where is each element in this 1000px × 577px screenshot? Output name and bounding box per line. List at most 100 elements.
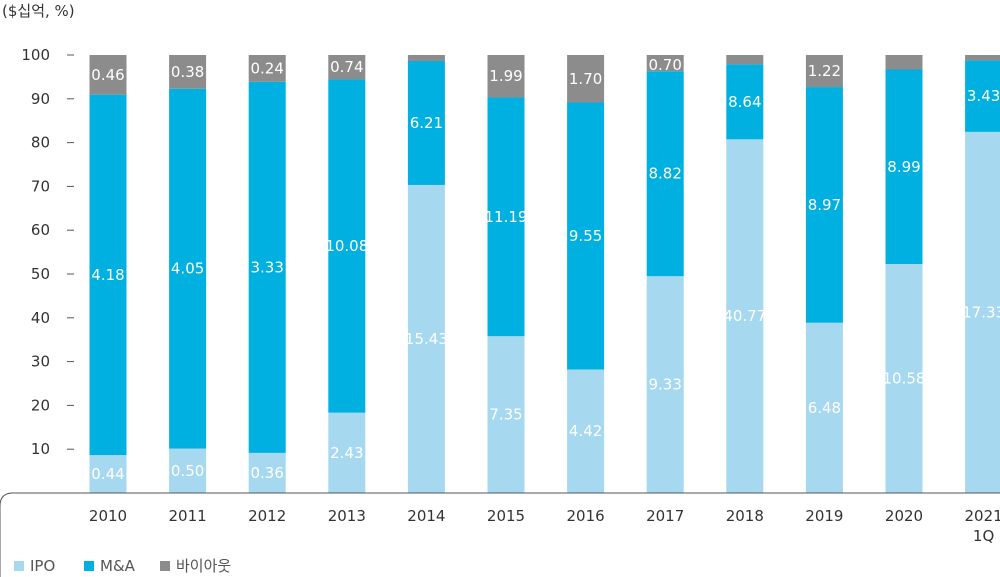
- bar-segment: [805, 322, 843, 493]
- data-label: 15.43: [405, 330, 448, 348]
- bar-stack: 40.77 8.64 1.08: [723, 39, 766, 493]
- bar-segment: [169, 55, 207, 89]
- bar-stack: 4.42 9.55 1.70: [567, 55, 605, 493]
- bar-segment: [726, 64, 764, 140]
- bar-segment: [965, 131, 1000, 493]
- data-label: 1.70: [569, 70, 602, 88]
- legend-label: M&A: [100, 557, 136, 575]
- data-label: 1.99: [489, 67, 522, 85]
- bar-segment: [169, 448, 207, 493]
- unit-label: ($십억, %): [2, 2, 75, 20]
- bar-segment: [169, 88, 207, 449]
- bar-segment: [567, 369, 605, 493]
- bar-segment: [328, 55, 366, 80]
- bar-segment: [965, 60, 1000, 132]
- legend-swatch: [160, 561, 170, 571]
- data-label: 0.26: [967, 39, 1000, 57]
- bar-segment: [805, 87, 843, 323]
- bar-stack: 2.43 10.08 0.74: [325, 55, 368, 493]
- x-axis: 2010 2011 2012 2013 2014 2015 2016 2017 2018 2019…: [0, 492, 1000, 577]
- data-label: 4.05: [171, 260, 204, 278]
- x-tick-label: 2012: [248, 507, 286, 525]
- bar-stack: 17.33 3.43 0.26: [962, 39, 1000, 493]
- data-label: 8.99: [887, 158, 920, 176]
- x-tick-label: 2013: [328, 507, 366, 525]
- legend-item: M&A: [84, 557, 136, 575]
- legend-label: IPO: [30, 557, 55, 575]
- y-axis: 10 20 30 40 50 60 70 80 90 100: [21, 46, 74, 458]
- bar-segment: [487, 97, 525, 337]
- bar-segment: [248, 55, 286, 82]
- data-label: 11.19: [485, 208, 528, 226]
- x-tick-label: 2015: [487, 507, 525, 525]
- bar-segment: [726, 55, 764, 65]
- bar-stack: 6.48 8.97 1.22: [805, 55, 843, 493]
- y-tick-label: 50: [31, 265, 50, 283]
- data-label: 0.74: [330, 58, 363, 76]
- x-tick-label: 2010: [89, 507, 127, 525]
- data-label: 10.08: [325, 237, 368, 255]
- bar-stack: 0.50 4.05 0.38: [169, 55, 207, 493]
- x-tick-label: 2014: [407, 507, 445, 525]
- bar-segment: [328, 412, 366, 493]
- bar-segment: [726, 139, 764, 493]
- x-tick-label: 2020: [885, 507, 923, 525]
- bar-segment: [646, 55, 684, 72]
- y-tick-label: 60: [31, 221, 50, 239]
- bar-stack: 7.35 11.19 1.99: [485, 55, 528, 493]
- y-tick-label: 20: [31, 396, 50, 414]
- bar-segment: [407, 55, 445, 61]
- data-label: 0.30: [410, 39, 443, 57]
- bar-segment: [248, 452, 286, 493]
- y-tick-label: 80: [31, 134, 50, 152]
- bar-segment: [407, 60, 445, 185]
- y-tick-label: 70: [31, 177, 50, 195]
- data-label: 2.43: [330, 444, 363, 462]
- x-tick-label: 2019: [805, 507, 843, 525]
- y-tick-label: 30: [31, 353, 50, 371]
- data-label: 6.21: [410, 114, 443, 132]
- data-label: 0.44: [91, 465, 124, 483]
- bar-segment: [248, 81, 286, 453]
- data-label: 4.42: [569, 422, 602, 440]
- data-label: 0.46: [91, 66, 124, 84]
- bar-segment: [407, 184, 445, 493]
- data-label: 0.24: [250, 59, 283, 77]
- data-label: 0.67: [887, 39, 920, 57]
- data-label: 9.55: [569, 227, 602, 245]
- data-label: 1.22: [808, 62, 841, 80]
- x-tick-label: 1Q: [973, 527, 994, 545]
- x-tick-label: 2016: [567, 507, 605, 525]
- data-label: 0.38: [171, 63, 204, 81]
- bar-segment: [885, 264, 923, 493]
- x-tick-label: 2018: [726, 507, 764, 525]
- bar-segment: [328, 79, 366, 413]
- bars: 0.44 4.18 0.46 0.50 4.05 0.38 0.36 3.33 0.24 2.43…: [89, 39, 1000, 493]
- data-label: 9.33: [648, 376, 681, 394]
- data-label: 7.35: [489, 406, 522, 424]
- bar-segment: [89, 94, 127, 456]
- legend-label: 바이아웃: [176, 557, 231, 575]
- data-label: 8.82: [648, 165, 681, 183]
- legend-swatch: [84, 561, 94, 571]
- data-label: 40.77: [723, 307, 766, 325]
- x-tick-label: 2021: [965, 507, 1000, 525]
- data-label: 1.08: [728, 39, 761, 57]
- y-tick-label: 10: [31, 440, 50, 458]
- y-tick-label: 90: [31, 90, 50, 108]
- data-label: 10.58: [883, 370, 926, 388]
- data-label: 6.48: [808, 399, 841, 417]
- bar-stack: 0.44 4.18 0.46: [89, 55, 127, 493]
- bar-stack: 9.33 8.82 0.70: [646, 55, 684, 493]
- bar-segment: [89, 455, 127, 493]
- data-label: 3.43: [967, 87, 1000, 105]
- bar-stack: 0.36 3.33 0.24: [248, 55, 286, 493]
- bar-segment: [89, 55, 127, 95]
- data-label: 0.50: [171, 462, 204, 480]
- bar-segment: [487, 55, 525, 98]
- x-tick-label: 2011: [169, 507, 207, 525]
- legend-swatch: [14, 561, 24, 571]
- x-tick-label: 2017: [646, 507, 684, 525]
- data-label: 3.33: [250, 258, 283, 276]
